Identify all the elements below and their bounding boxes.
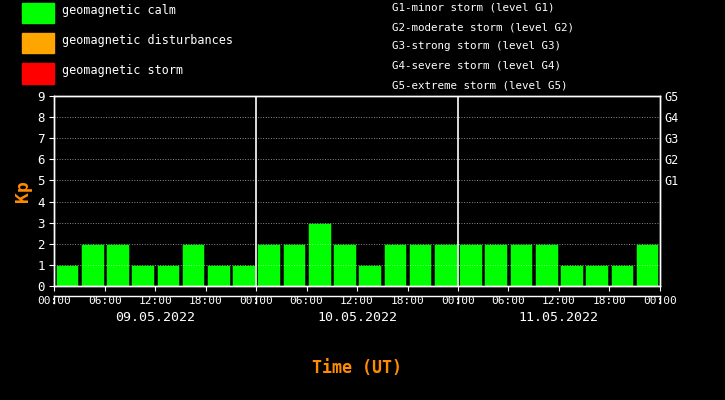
- Bar: [459, 244, 482, 286]
- Bar: [510, 244, 532, 286]
- Bar: [257, 244, 280, 286]
- Text: 11.05.2022: 11.05.2022: [519, 311, 599, 324]
- Text: Time (UT): Time (UT): [312, 359, 402, 377]
- Bar: [182, 244, 204, 286]
- Bar: [131, 265, 154, 286]
- Bar: [358, 265, 381, 286]
- Bar: [283, 244, 305, 286]
- Text: 09.05.2022: 09.05.2022: [115, 311, 195, 324]
- Bar: [157, 265, 179, 286]
- Bar: [610, 265, 633, 286]
- Text: G4-severe storm (level G4): G4-severe storm (level G4): [392, 61, 560, 71]
- Bar: [232, 265, 255, 286]
- Bar: [434, 244, 457, 286]
- Bar: [56, 265, 78, 286]
- Text: G2-moderate storm (level G2): G2-moderate storm (level G2): [392, 22, 573, 32]
- Text: G5-extreme storm (level G5): G5-extreme storm (level G5): [392, 80, 567, 90]
- Text: geomagnetic calm: geomagnetic calm: [62, 4, 175, 17]
- Bar: [585, 265, 608, 286]
- Text: 10.05.2022: 10.05.2022: [317, 311, 397, 324]
- Bar: [636, 244, 658, 286]
- Bar: [535, 244, 558, 286]
- Text: geomagnetic storm: geomagnetic storm: [62, 64, 183, 77]
- Text: G3-strong storm (level G3): G3-strong storm (level G3): [392, 41, 560, 51]
- Y-axis label: Kp: Kp: [14, 180, 32, 202]
- Bar: [22, 3, 54, 23]
- Bar: [207, 265, 230, 286]
- Bar: [22, 33, 54, 53]
- Bar: [384, 244, 406, 286]
- Bar: [22, 64, 54, 84]
- Text: G1-minor storm (level G1): G1-minor storm (level G1): [392, 3, 554, 13]
- Text: geomagnetic disturbances: geomagnetic disturbances: [62, 34, 233, 47]
- Bar: [484, 244, 507, 286]
- Bar: [106, 244, 129, 286]
- Bar: [409, 244, 431, 286]
- Bar: [308, 223, 331, 286]
- Bar: [333, 244, 356, 286]
- Bar: [560, 265, 583, 286]
- Bar: [81, 244, 104, 286]
